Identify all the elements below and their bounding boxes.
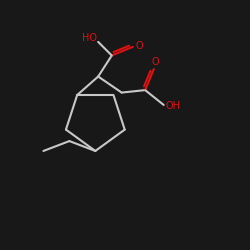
Text: O: O xyxy=(136,40,143,50)
Text: HO: HO xyxy=(82,33,97,43)
Text: OH: OH xyxy=(166,101,180,111)
Text: O: O xyxy=(151,57,159,67)
